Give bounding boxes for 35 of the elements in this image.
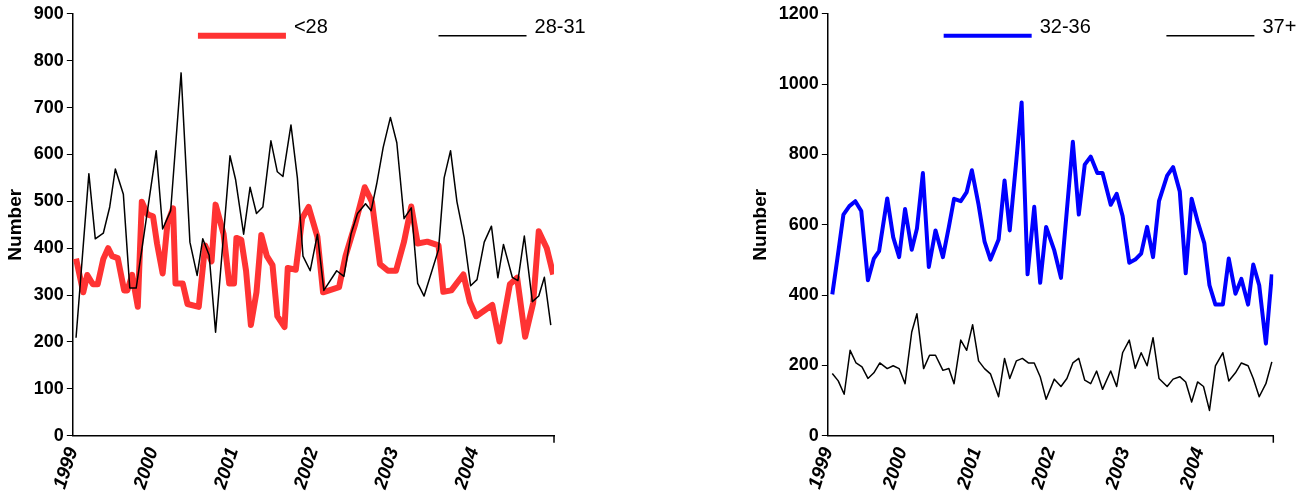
x-tick-label: 2003 [1100,444,1134,493]
y-tick-label: 500 [33,190,64,211]
x-tick-label: 2004 [449,444,483,493]
y-tick-label: 400 [788,284,819,305]
x-tick-label: 1999 [48,444,82,492]
y-tick-label: 600 [33,143,64,164]
x-tick-label: 2004 [1174,444,1208,493]
y-axis-title: Number [3,188,25,261]
x-tick-label: 2001 [951,444,986,493]
y-tick-label: 1200 [778,2,819,23]
y-tick-label: 800 [788,143,819,164]
y-tick-label: 400 [33,237,64,258]
y-tick-label: 0 [53,424,64,445]
x-tick-label: 2003 [369,444,403,493]
y-tick-label: 1000 [778,73,819,94]
x-tick-label: 2000 [877,444,911,493]
y-tick-label: 900 [33,2,64,23]
legend-label: 28-31 [534,15,586,38]
x-tick-label: 2002 [1026,444,1060,493]
y-tick-label: 800 [33,49,64,70]
x-tick-label: 2001 [208,444,242,493]
y-tick-label: 700 [33,96,64,117]
y-tick-label: 0 [808,424,819,445]
y-tick-label: 300 [33,284,64,305]
legend-label: 32-36 [1039,15,1091,38]
legend-label: 37+ [1262,15,1297,38]
y-tick-label: 100 [33,377,64,398]
y-axis-title: Number [748,188,770,261]
legend-label: <28 [293,15,328,38]
y-tick-label: 600 [788,213,819,234]
x-tick-label: 1999 [803,444,837,492]
x-tick-label: 2002 [288,444,323,493]
x-tick-label: 2000 [128,444,162,493]
y-tick-label: 200 [788,354,819,375]
y-tick-label: 200 [33,330,64,351]
